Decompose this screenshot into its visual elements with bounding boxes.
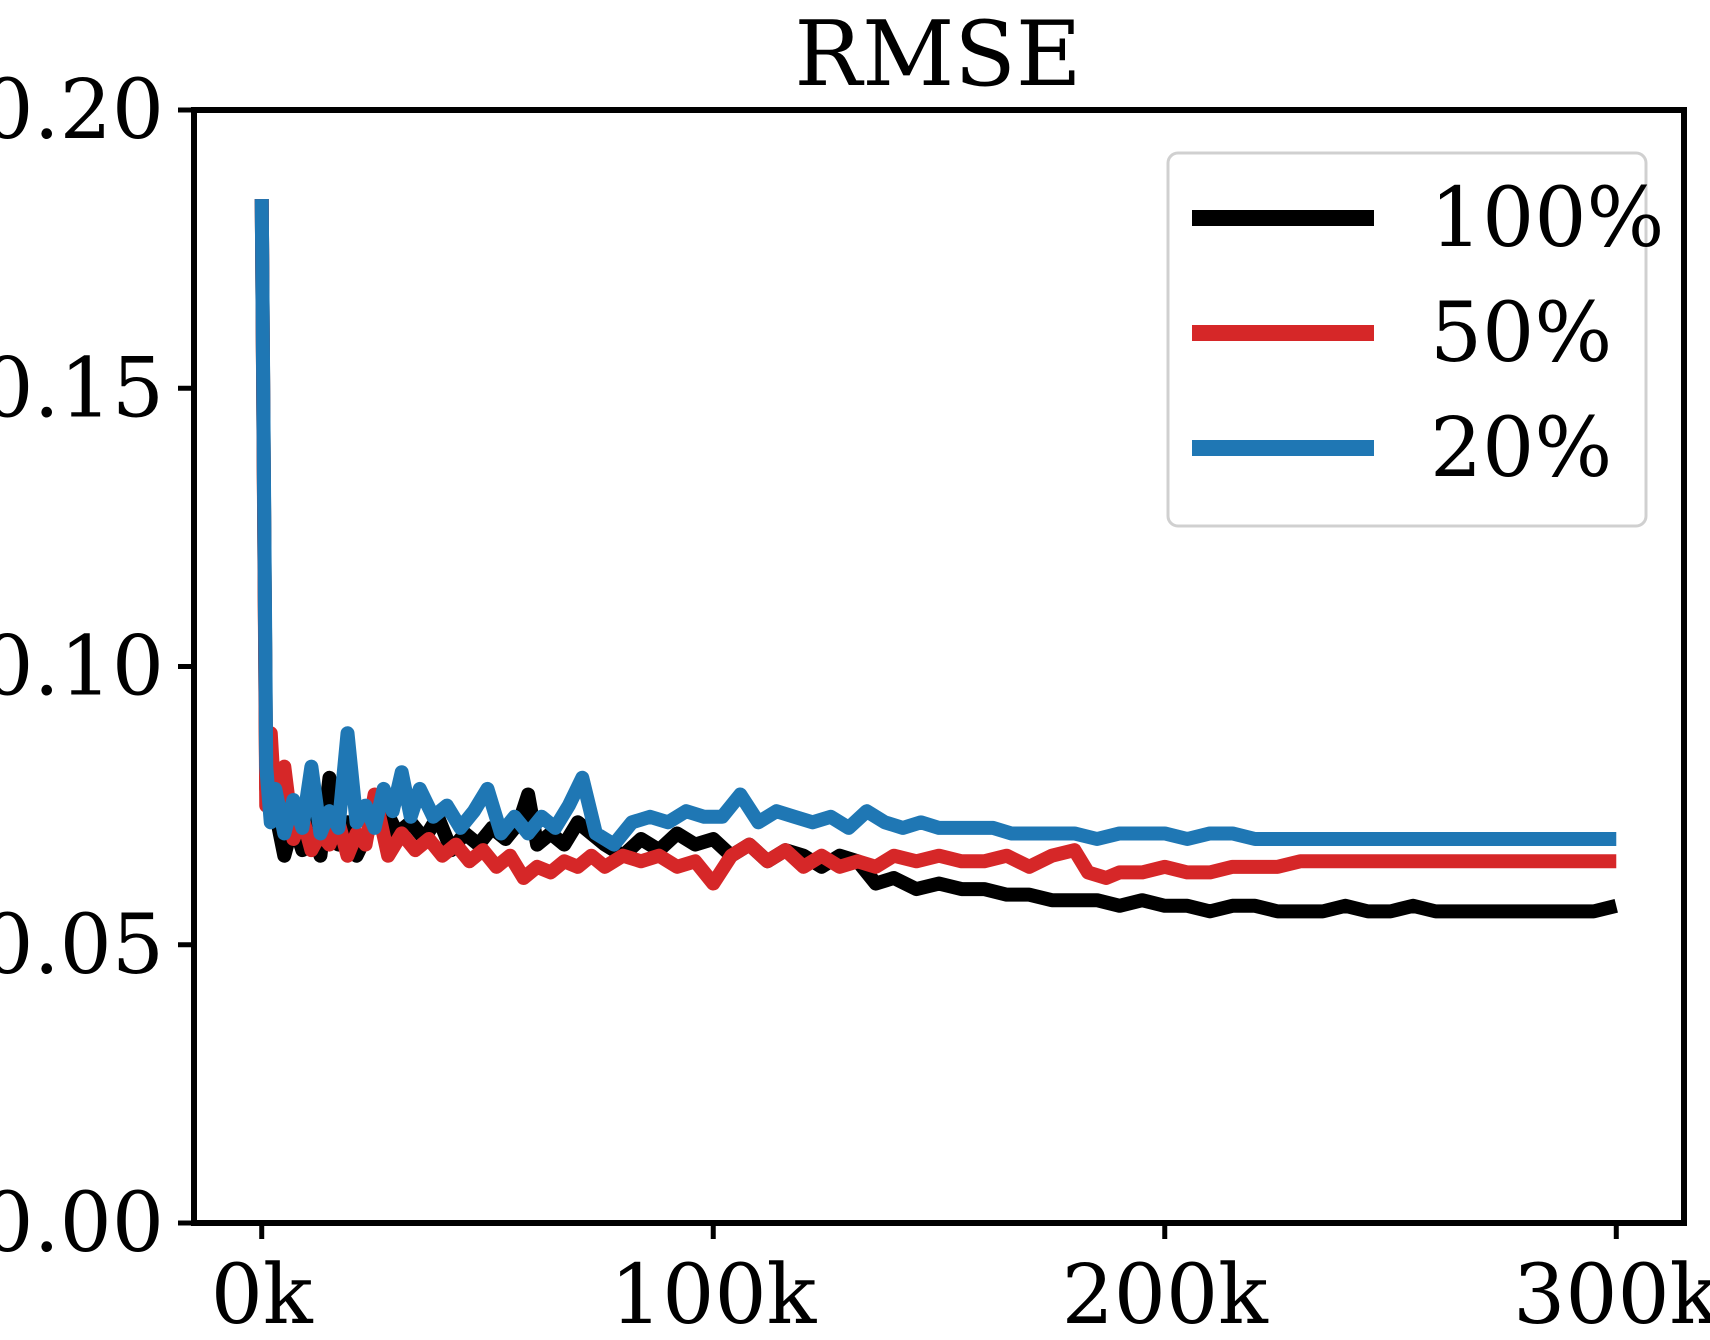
legend: 100% 50% 20%: [1166, 151, 1664, 528]
x-tick-label-0: 0k: [211, 1248, 314, 1340]
legend-label-1: 50%: [1430, 286, 1612, 381]
chart-title: RMSE: [794, 2, 1081, 107]
legend-label-2: 20%: [1430, 401, 1612, 496]
x-tick-label-2: 200k: [1062, 1248, 1270, 1340]
series-line-2: [254, 198, 1617, 852]
y-axis: 0.00 0.05 0.10 0.15 0.20: [0, 63, 194, 1271]
x-tick-label-1: 100k: [610, 1248, 818, 1340]
y-tick-label-4: 0.20: [0, 63, 164, 158]
x-tick-label-3: 300k: [1513, 1248, 1710, 1340]
legend-label-0: 100%: [1430, 171, 1664, 266]
x-axis: 0k 100k 200k 300k: [211, 1223, 1710, 1340]
series-layer: [254, 198, 1618, 919]
legend-items: 100% 50% 20%: [1192, 171, 1664, 496]
legend-box: [1166, 151, 1648, 528]
y-tick-label-1: 0.05: [0, 898, 164, 993]
y-tick-label-3: 0.15: [0, 341, 164, 436]
y-tick-label-0: 0.00: [0, 1176, 164, 1271]
y-tick-label-2: 0.10: [0, 620, 164, 715]
